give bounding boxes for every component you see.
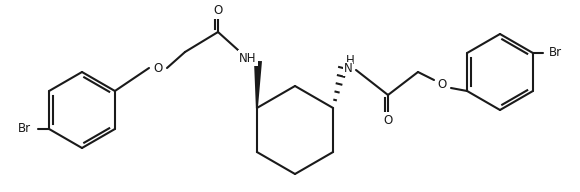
Text: O: O	[437, 79, 447, 92]
Polygon shape	[254, 61, 262, 108]
Text: O: O	[383, 113, 393, 127]
Text: O: O	[213, 4, 223, 17]
Text: Br: Br	[18, 122, 31, 136]
Text: H: H	[346, 54, 354, 66]
Text: O: O	[153, 61, 162, 74]
Text: NH: NH	[239, 51, 257, 65]
Text: Br: Br	[549, 46, 562, 60]
Text: N: N	[343, 63, 353, 75]
